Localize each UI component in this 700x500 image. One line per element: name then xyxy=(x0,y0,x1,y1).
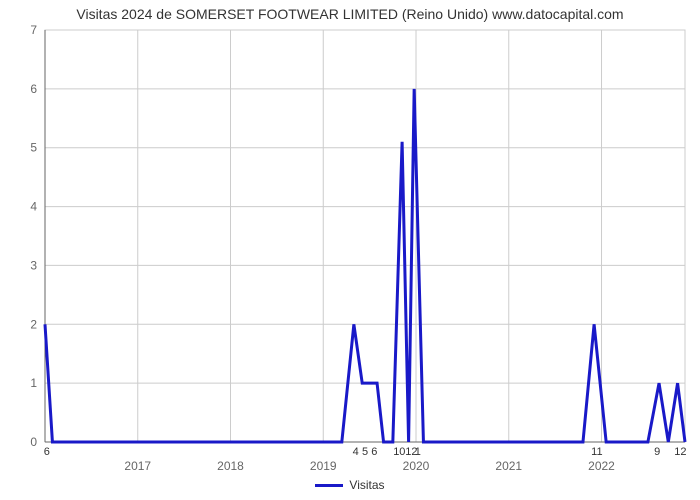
svg-text:5: 5 xyxy=(362,446,368,458)
svg-text:5: 5 xyxy=(30,141,37,155)
svg-text:2018: 2018 xyxy=(217,459,244,473)
svg-text:1: 1 xyxy=(30,376,37,390)
line-chart: 0123456720172018201920202021202264561012… xyxy=(15,22,700,474)
svg-text:6: 6 xyxy=(44,446,50,458)
svg-text:2020: 2020 xyxy=(403,459,430,473)
chart-title: Visitas 2024 de SOMERSET FOOTWEAR LIMITE… xyxy=(0,6,700,22)
svg-text:12: 12 xyxy=(674,446,686,458)
svg-text:2021: 2021 xyxy=(495,459,522,473)
legend-swatch xyxy=(315,484,343,487)
svg-text:1: 1 xyxy=(415,446,421,458)
svg-text:0: 0 xyxy=(30,435,37,449)
svg-text:3: 3 xyxy=(30,258,37,272)
svg-text:2022: 2022 xyxy=(588,459,615,473)
svg-text:6: 6 xyxy=(371,446,377,458)
svg-text:10: 10 xyxy=(393,446,405,458)
svg-text:9: 9 xyxy=(654,446,660,458)
svg-text:2017: 2017 xyxy=(124,459,151,473)
chart-legend: Visitas xyxy=(0,478,700,492)
legend-label: Visitas xyxy=(349,478,384,492)
chart-container: Visitas 2024 de SOMERSET FOOTWEAR LIMITE… xyxy=(0,0,700,500)
svg-text:7: 7 xyxy=(30,23,37,37)
svg-text:4: 4 xyxy=(353,446,359,458)
svg-text:2: 2 xyxy=(30,317,37,331)
svg-text:6: 6 xyxy=(30,82,37,96)
svg-text:11: 11 xyxy=(591,446,602,458)
svg-text:2019: 2019 xyxy=(310,459,337,473)
svg-text:4: 4 xyxy=(30,200,37,214)
